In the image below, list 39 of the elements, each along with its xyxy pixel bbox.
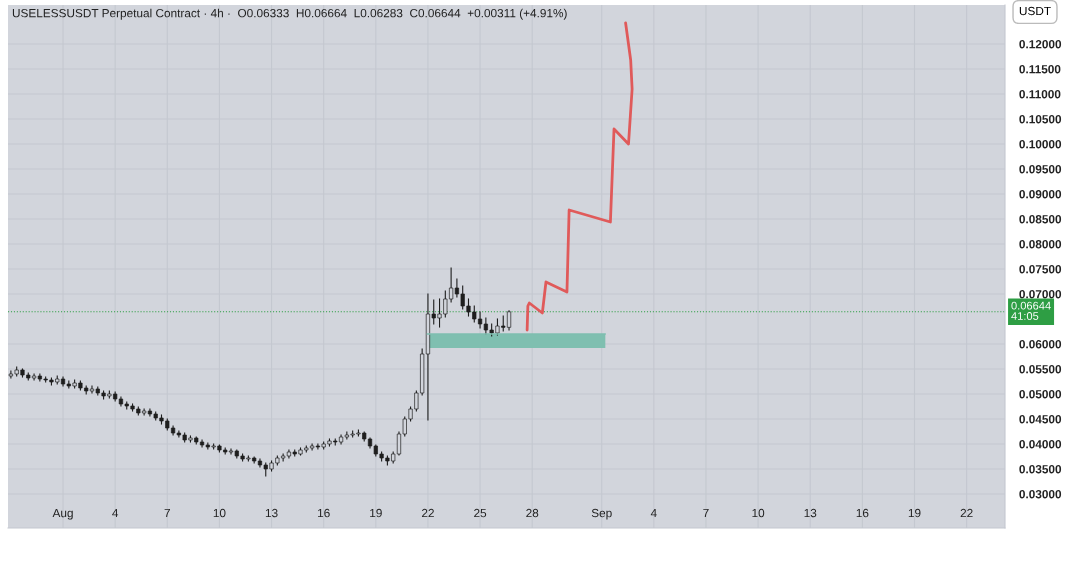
- x-tick-label: 7: [703, 508, 709, 518]
- y-tick-label: 0.12000: [1019, 40, 1062, 49]
- y-tick-label: 0.10000: [1019, 140, 1062, 149]
- y-tick-label: 0.10500: [1019, 115, 1062, 124]
- y-tick-label: 0.09000: [1019, 190, 1062, 199]
- x-tick-label: Sep: [591, 508, 612, 520]
- x-tick-label: 4: [650, 508, 657, 518]
- x-tick-label: 10: [213, 508, 226, 518]
- x-tick-label: 19: [908, 508, 921, 518]
- chart-title: USELESSUSDT Perpetual Contract · 4h · O0.06333 H0.06664 L0.06283 C0.06644 +0.00311 (+4.91%): [12, 8, 567, 20]
- y-tick-label: 0.03500: [1019, 465, 1062, 474]
- y-tick-label: 0.07000: [1019, 290, 1062, 299]
- x-tick-label: 22: [960, 508, 973, 518]
- y-tick-label: 0.04500: [1019, 415, 1062, 424]
- y-tick-label: 0.03000: [1019, 490, 1062, 499]
- x-tick-label: 22: [421, 508, 434, 518]
- y-tick-label: 0.08500: [1019, 215, 1062, 224]
- x-tick-label: 16: [856, 508, 869, 518]
- y-tick-label: 0.08000: [1019, 240, 1062, 249]
- y-tick-label: 0.11000: [1019, 90, 1061, 99]
- x-tick-label: 25: [474, 508, 487, 518]
- y-tick-label: 0.05500: [1019, 365, 1062, 374]
- y-tick-label: 0.11500: [1019, 65, 1061, 74]
- x-tick-label: 28: [526, 508, 539, 518]
- x-tick-label: 13: [265, 508, 278, 518]
- x-tick-label: 13: [804, 508, 817, 518]
- x-tick-label: 10: [752, 508, 765, 518]
- x-tick-label: Aug: [52, 508, 73, 520]
- y-tick-label: 0.09500: [1019, 165, 1062, 174]
- x-tick-label: 4: [112, 508, 119, 518]
- text: USDT: [1019, 6, 1051, 16]
- y-tick-label: 0.04000: [1019, 440, 1062, 449]
- y-tick-label: 0.07500: [1019, 265, 1062, 274]
- x-tick-label: 16: [318, 508, 330, 518]
- y-tick-label: 0.06000: [1019, 340, 1062, 349]
- y-tick-label: 0.05000: [1019, 390, 1062, 399]
- ref-line-label: 0.06644 41:05: [1011, 301, 1051, 320]
- x-tick-label: 19: [370, 508, 382, 518]
- x-tick-label: 7: [164, 508, 170, 518]
